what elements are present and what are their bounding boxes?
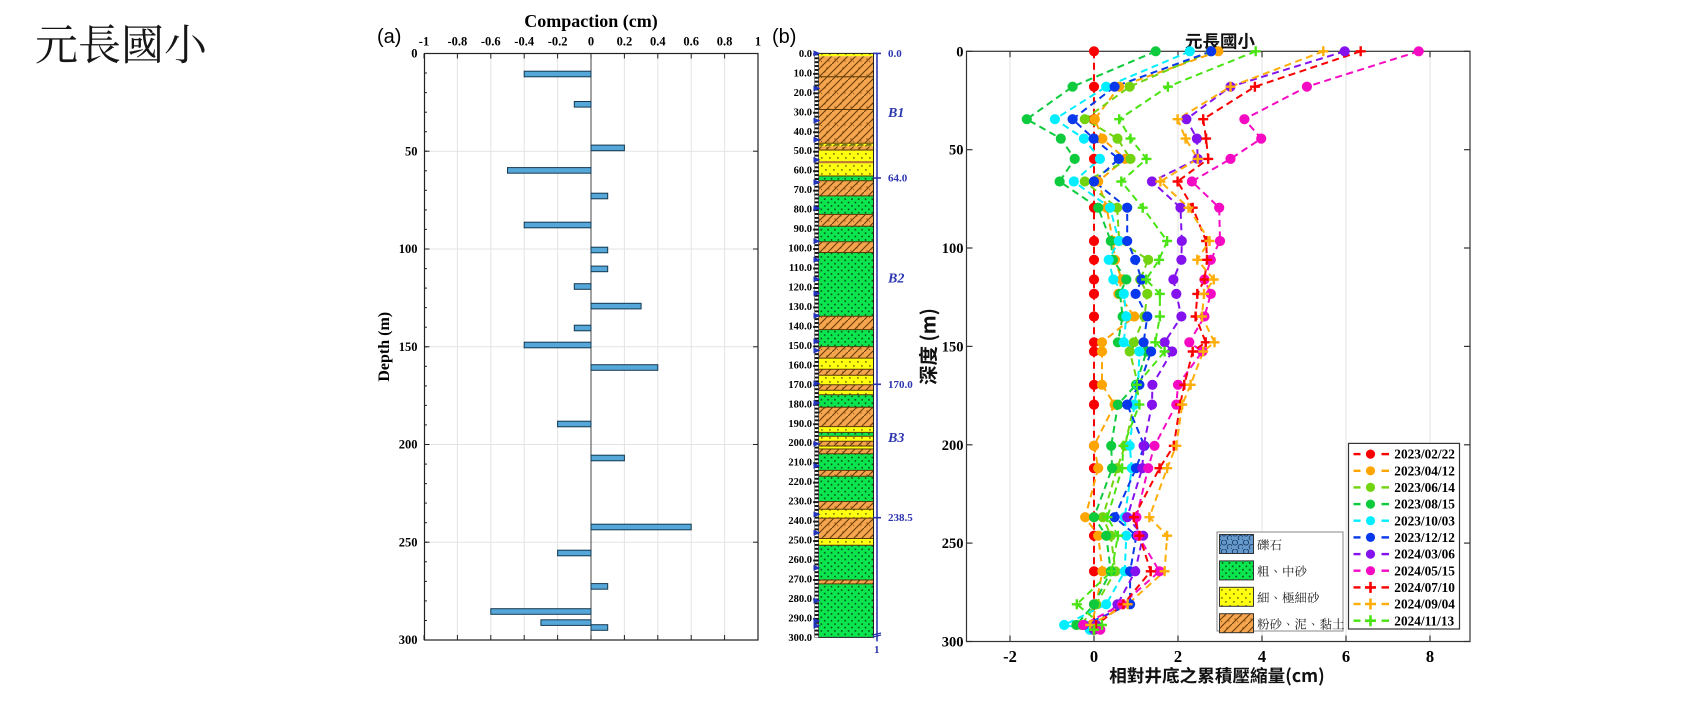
svg-text:2023/10/03: 2023/10/03 [1394,513,1455,528]
svg-text:20.0: 20.0 [794,88,812,99]
svg-text:2023/06/14: 2023/06/14 [1394,480,1455,495]
svg-text:200: 200 [399,438,418,452]
svg-text:290.0: 290.0 [788,613,812,624]
svg-text:130.0: 130.0 [788,302,812,313]
svg-text:2023/02/22: 2023/02/22 [1394,447,1455,462]
svg-text:0: 0 [411,47,417,61]
svg-text:250.0: 250.0 [788,536,812,547]
svg-text:70.0: 70.0 [794,185,812,196]
svg-text:140.0: 140.0 [788,321,812,332]
svg-text:100.0: 100.0 [788,244,812,255]
svg-text:170.0: 170.0 [788,380,812,391]
svg-text:4: 4 [1258,647,1266,666]
svg-text:Compaction (cm): Compaction (cm) [524,11,657,32]
svg-text:1: 1 [874,644,880,656]
svg-text:0.0: 0.0 [888,48,902,60]
svg-text:150: 150 [942,339,964,355]
svg-text:B1: B1 [887,106,904,121]
svg-text:260.0: 260.0 [788,555,812,566]
svg-text:120.0: 120.0 [788,283,812,294]
svg-text:190.0: 190.0 [788,419,812,430]
svg-text:-1: -1 [419,35,429,49]
svg-text:100: 100 [942,241,964,257]
svg-text:60.0: 60.0 [794,166,812,177]
svg-text:(a): (a) [377,26,401,48]
svg-text:200.0: 200.0 [788,438,812,449]
svg-text:300: 300 [942,635,964,651]
svg-text:300.0: 300.0 [788,633,812,644]
svg-text:2023/04/12: 2023/04/12 [1394,463,1455,478]
svg-text:0.8: 0.8 [717,35,733,49]
svg-text:230.0: 230.0 [788,497,812,508]
svg-text:0: 0 [956,44,963,60]
svg-text:2024/11/13: 2024/11/13 [1394,613,1454,628]
svg-text:160.0: 160.0 [788,360,812,371]
svg-text:2024/05/15: 2024/05/15 [1394,563,1455,578]
svg-text:270.0: 270.0 [788,575,812,586]
svg-text:240.0: 240.0 [788,516,812,527]
svg-text:210.0: 210.0 [788,458,812,469]
svg-text:-0.4: -0.4 [514,35,535,49]
svg-text:50.0: 50.0 [794,146,812,157]
svg-text:170.0: 170.0 [888,379,913,391]
svg-text:Depth (m): Depth (m) [376,312,393,382]
svg-text:150: 150 [399,340,418,354]
svg-text:250: 250 [942,536,964,552]
svg-text:0: 0 [1090,647,1098,666]
svg-text:200: 200 [942,438,964,454]
svg-text:0.0: 0.0 [799,49,812,60]
svg-text:-0.6: -0.6 [481,35,501,49]
svg-text:50: 50 [949,143,964,159]
svg-text:1: 1 [755,35,761,49]
svg-text:300: 300 [399,633,418,647]
svg-text:6: 6 [1342,647,1350,666]
svg-text:2024/09/04: 2024/09/04 [1394,597,1455,612]
svg-text:0.2: 0.2 [617,35,633,49]
svg-text:280.0: 280.0 [788,594,812,605]
svg-text:-0.2: -0.2 [548,35,568,49]
svg-text:30.0: 30.0 [794,107,812,118]
svg-text:80.0: 80.0 [794,205,812,216]
svg-text:150.0: 150.0 [788,341,812,352]
svg-text:238.5: 238.5 [888,512,913,524]
svg-text:110.0: 110.0 [789,263,812,274]
svg-text:250: 250 [399,536,418,550]
svg-text:90.0: 90.0 [794,224,812,235]
svg-text:220.0: 220.0 [788,477,812,488]
svg-text:B3: B3 [887,431,904,446]
svg-text:2023/08/15: 2023/08/15 [1394,497,1455,512]
svg-text:2024/07/10: 2024/07/10 [1394,580,1455,595]
svg-text:0.6: 0.6 [683,35,699,49]
svg-text:0.4: 0.4 [650,35,666,49]
svg-text:-2: -2 [1003,647,1017,666]
svg-text:180.0: 180.0 [788,399,812,410]
svg-text:-0.8: -0.8 [448,35,468,49]
svg-text:50: 50 [405,144,418,158]
svg-text:B2: B2 [887,271,904,286]
svg-text:2024/03/06: 2024/03/06 [1394,547,1455,562]
svg-text:40.0: 40.0 [794,127,812,138]
svg-text:10.0: 10.0 [794,68,812,79]
svg-text:64.0: 64.0 [888,173,908,185]
svg-text:2023/12/12: 2023/12/12 [1394,530,1455,545]
svg-text:(b): (b) [772,26,796,48]
svg-text:100: 100 [399,242,418,256]
svg-text:2: 2 [1174,647,1182,666]
svg-text:8: 8 [1426,647,1434,666]
svg-text:0: 0 [588,35,594,49]
